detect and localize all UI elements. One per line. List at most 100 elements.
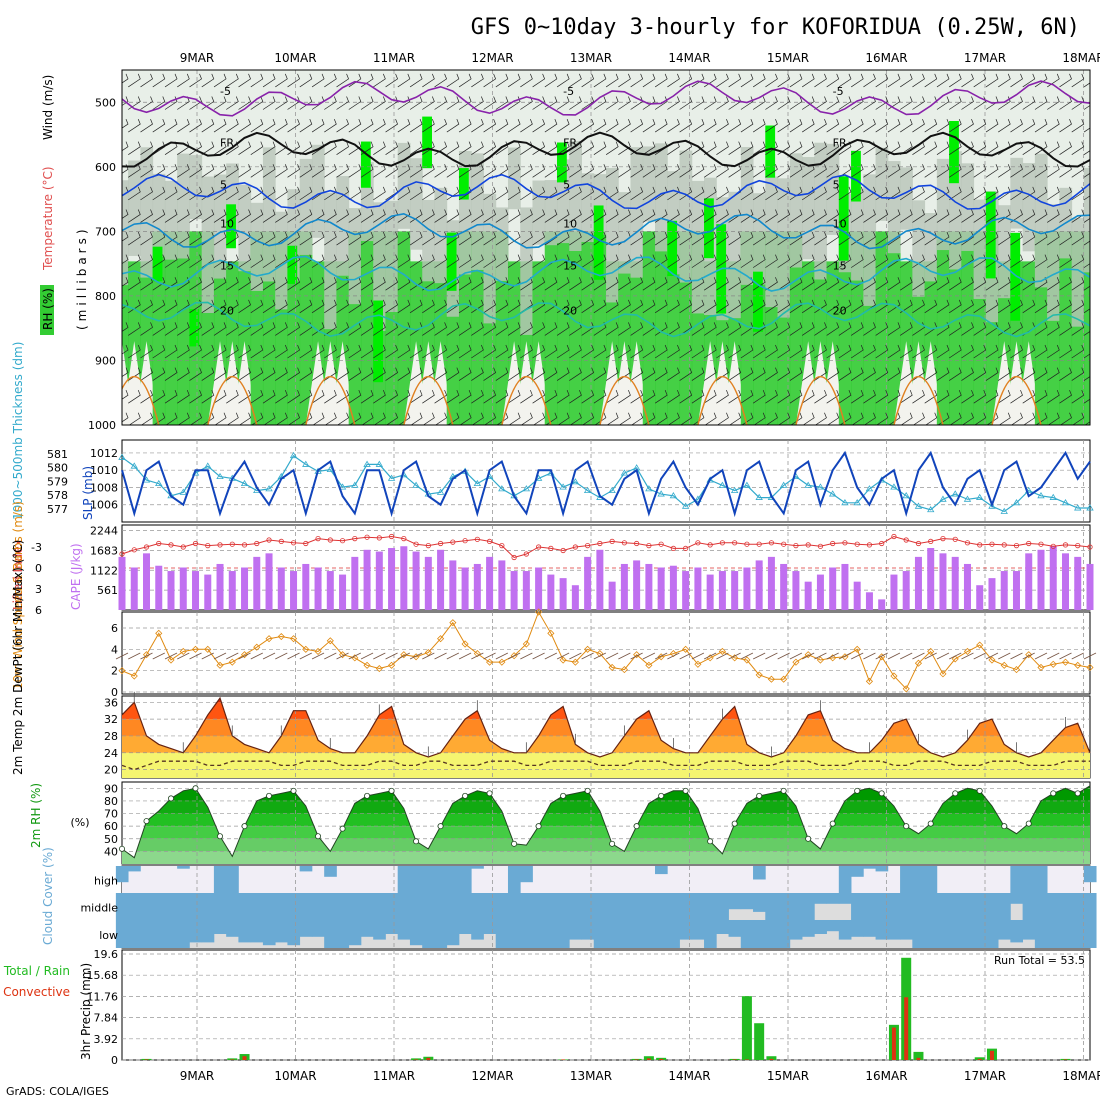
wind-barb [385, 118, 399, 133]
cloud-bar [740, 920, 754, 948]
wind-barb [532, 344, 546, 359]
wind-barb [471, 73, 484, 88]
surface-wind-barb [177, 652, 190, 660]
wind-barb [373, 96, 386, 110]
wind-barb [593, 390, 607, 404]
surface-wind-barb [532, 652, 545, 660]
thickness-point [473, 479, 482, 487]
cloud-bar [753, 920, 766, 948]
wind-barb [593, 118, 607, 133]
wind-barb [532, 367, 546, 381]
wind-barb [642, 367, 656, 381]
cloud-bar [532, 893, 546, 920]
wind-barb [520, 344, 533, 359]
wind-barb [397, 390, 411, 404]
rh-column-gray [924, 213, 938, 282]
cloud-bar [128, 866, 141, 872]
wind-barb [164, 164, 178, 178]
wind-barb [826, 164, 840, 178]
wind-barb [556, 322, 570, 336]
wind-barb [789, 209, 803, 223]
wind-barb [262, 118, 276, 133]
cloud-bar [507, 866, 521, 893]
wind-barb [679, 277, 693, 291]
wind-barb [814, 344, 827, 359]
wind-barb [446, 164, 460, 178]
temperature-axis-label: 2m Temp 2m DewPt (6hr Min/Max) (°C) [11, 540, 25, 775]
cloud-bar [177, 893, 190, 920]
wind-barb [679, 390, 693, 404]
cloud-bar [287, 920, 301, 946]
wind-barb [495, 186, 509, 201]
wind-barb [507, 254, 521, 268]
wind-speed-point [608, 663, 616, 672]
cape-bar [461, 567, 469, 610]
cloud-bar [900, 893, 913, 920]
lifted-index-point [1038, 541, 1044, 547]
lifted-index-point [940, 535, 946, 542]
wind-barb [447, 412, 460, 425]
wind-barb [1047, 209, 1060, 223]
wind-barb [789, 186, 803, 201]
wind-barb [250, 390, 264, 404]
wind-barb [471, 299, 484, 314]
wind-barb [483, 254, 497, 268]
wind-barb [642, 164, 656, 178]
thickness-tick-label: 577 [47, 503, 68, 516]
cloud-bar [936, 893, 950, 920]
wind-barb [924, 73, 938, 88]
lifted-index-point [1026, 540, 1032, 547]
wind-barb [140, 299, 153, 314]
cloud-bar [140, 920, 154, 948]
lifted-index-point [805, 542, 811, 548]
wind-barb [716, 186, 729, 201]
lifted-index-point [462, 538, 468, 544]
wind-barb [765, 73, 778, 88]
thickness-point [1000, 507, 1008, 514]
wind-barb [827, 412, 840, 425]
wind-barb [336, 73, 349, 88]
thickness-point [828, 490, 837, 497]
wind-barb [434, 209, 448, 223]
cloud-bar [262, 920, 276, 946]
wind-speed-point [498, 658, 506, 666]
wind-barb [924, 277, 938, 291]
rh-column-gray [765, 176, 779, 308]
wind-barb [373, 254, 386, 268]
wind-barb [703, 231, 717, 246]
wind-barb [765, 367, 778, 381]
cloud-bar [924, 866, 938, 893]
date-label-bottom: 13MAR [570, 1069, 612, 1083]
wind-barb [973, 73, 987, 88]
wind-barb [520, 118, 533, 133]
precip-total-bar [974, 1057, 985, 1060]
wind-barb [691, 209, 705, 223]
rh-column-gray [900, 167, 913, 230]
wind-barb [1047, 231, 1060, 246]
wind-barb [275, 390, 288, 404]
wind-barb [875, 322, 889, 336]
surface-wind-barb [838, 652, 852, 660]
wind-barb [1047, 254, 1060, 268]
wind-barb [826, 231, 840, 246]
wind-barb [680, 412, 693, 425]
lifted-index-point [119, 551, 125, 557]
thickness-point [976, 493, 984, 500]
thickness-point [718, 481, 727, 488]
wind-barb [654, 254, 668, 268]
rh-column-saturated [1010, 232, 1021, 321]
wind-barb [250, 164, 264, 178]
thickness-point [498, 485, 506, 492]
cloud-bar [1010, 866, 1024, 893]
rh-column-saturated [360, 141, 371, 188]
rh-band [122, 838, 1090, 852]
wind-barb [446, 209, 460, 223]
wind-barb [692, 412, 705, 425]
wind-barb [483, 231, 497, 246]
wind-barb [336, 186, 349, 201]
wind-barb [177, 367, 190, 381]
lifted-index-point [572, 544, 578, 550]
wind-barb [495, 367, 509, 381]
rh-point [707, 838, 714, 845]
rh-column-gray [814, 142, 828, 280]
